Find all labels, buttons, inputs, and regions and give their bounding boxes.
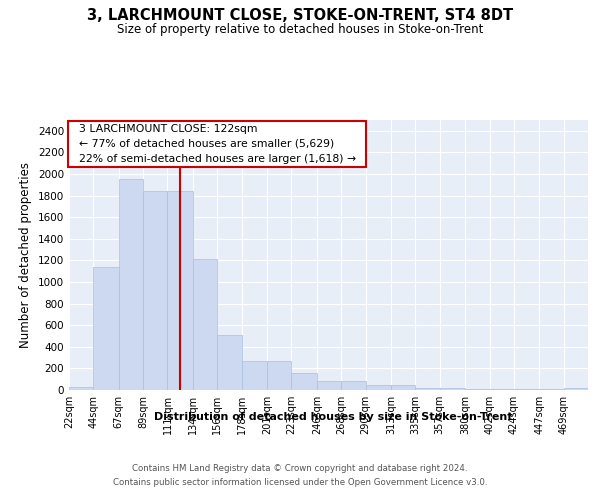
Bar	[365, 385, 391, 390]
Bar	[415, 388, 440, 390]
Bar	[217, 335, 242, 390]
Text: 3, LARCHMOUNT CLOSE, STOKE-ON-TRENT, ST4 8DT: 3, LARCHMOUNT CLOSE, STOKE-ON-TRENT, ST4…	[87, 8, 513, 22]
Bar	[539, 389, 563, 390]
Text: Size of property relative to detached houses in Stoke-on-Trent: Size of property relative to detached ho…	[117, 22, 483, 36]
Bar	[465, 389, 490, 390]
Text: 3 LARCHMOUNT CLOSE: 122sqm  
  ← 77% of detached houses are smaller (5,629)  
  : 3 LARCHMOUNT CLOSE: 122sqm ← 77% of deta…	[71, 124, 363, 164]
Bar	[292, 374, 317, 390]
Bar	[119, 180, 143, 390]
Bar	[69, 387, 94, 390]
Bar	[341, 381, 365, 390]
Bar	[167, 192, 193, 390]
Bar	[563, 388, 588, 390]
Bar	[267, 362, 292, 390]
Bar	[317, 381, 341, 390]
Bar	[143, 192, 167, 390]
Bar	[193, 260, 217, 390]
Bar	[94, 267, 119, 390]
Text: Contains public sector information licensed under the Open Government Licence v3: Contains public sector information licen…	[113, 478, 487, 487]
Bar	[242, 362, 267, 390]
Bar	[391, 385, 415, 390]
Bar	[440, 388, 465, 390]
Bar	[514, 389, 539, 390]
Text: Contains HM Land Registry data © Crown copyright and database right 2024.: Contains HM Land Registry data © Crown c…	[132, 464, 468, 473]
Y-axis label: Number of detached properties: Number of detached properties	[19, 162, 32, 348]
Text: Distribution of detached houses by size in Stoke-on-Trent: Distribution of detached houses by size …	[154, 412, 512, 422]
Bar	[490, 389, 514, 390]
